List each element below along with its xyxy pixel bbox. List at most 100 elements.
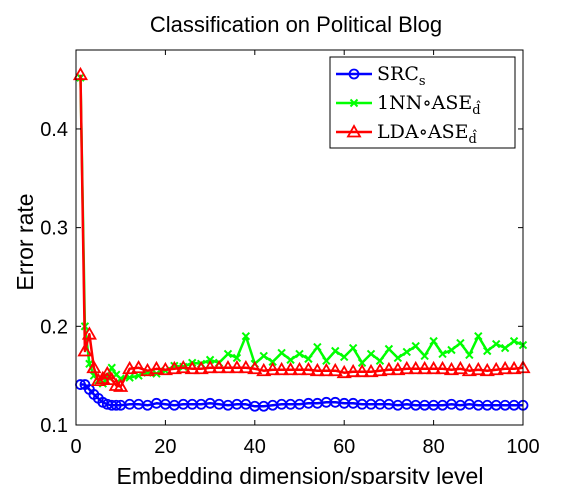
data-point	[470, 361, 486, 376]
ticks-layer: 0 20 40 60 80 100 0.1 0.2 0.3 0.4	[40, 50, 540, 458]
data-point	[86, 359, 102, 374]
legend-entry-subscript: d̂	[472, 100, 480, 118]
data-point	[443, 361, 460, 376]
legend-swatch-marker	[348, 68, 360, 80]
x-tick-label: 40	[244, 436, 266, 458]
data-point	[447, 345, 456, 355]
data-point	[148, 360, 165, 375]
data-point	[500, 343, 510, 353]
data-point	[238, 359, 254, 374]
data-point	[277, 348, 286, 358]
data-point	[354, 363, 370, 378]
data-point	[166, 360, 182, 375]
data-point	[110, 399, 122, 411]
legend-entry-name: 1NN∘ASE	[377, 92, 472, 114]
data-point	[381, 361, 397, 376]
data-point	[336, 364, 352, 379]
data-point	[202, 359, 218, 374]
data-point	[456, 338, 465, 348]
data-point	[322, 356, 331, 366]
data-point	[309, 362, 325, 377]
data-point	[295, 349, 304, 359]
data-point	[157, 361, 173, 376]
data-point	[229, 359, 245, 374]
data-point	[411, 341, 420, 351]
legend-entry: 1NN∘ASEd̂	[377, 92, 481, 118]
data-point	[104, 371, 120, 386]
data-point	[483, 346, 492, 356]
data-point	[488, 361, 504, 376]
data-point	[131, 359, 147, 374]
data-point	[420, 351, 429, 361]
x-tick-label: 0	[70, 436, 81, 458]
data-point	[72, 66, 89, 81]
plot-frame	[75, 49, 524, 426]
data-point	[122, 360, 138, 375]
chart-title: Classification on Political Blog	[150, 12, 442, 37]
data-point	[506, 360, 522, 375]
data-point	[259, 351, 268, 361]
data-point	[408, 360, 424, 375]
y-tick-label: 0.3	[40, 218, 68, 240]
data-point	[220, 359, 236, 374]
legend-entry: LDA∘ASEd̂	[377, 121, 477, 147]
data-point	[211, 359, 227, 374]
data-point	[205, 355, 215, 365]
series-triangle	[72, 66, 531, 392]
data-point	[429, 336, 438, 346]
data-point	[417, 360, 433, 375]
y-axis-label: Error rate	[12, 193, 38, 290]
x-axis-label: Embedding dimension/sparsity level	[117, 463, 484, 484]
data-point	[286, 355, 295, 365]
data-point	[331, 346, 340, 356]
data-point	[327, 362, 343, 377]
y-tick-label: 0.1	[40, 415, 68, 437]
data-point	[184, 360, 200, 375]
series-circle	[75, 379, 529, 412]
data-point	[509, 336, 519, 346]
data-point	[390, 361, 406, 376]
data-point	[304, 354, 313, 364]
legend-entry-subscript: s	[419, 74, 426, 89]
data-point	[268, 357, 277, 367]
data-point	[384, 344, 394, 354]
legend-entry-name: SRC	[377, 63, 419, 85]
data-point	[491, 339, 501, 349]
data-point	[434, 360, 451, 375]
data-point	[300, 361, 316, 376]
data-point	[175, 359, 191, 374]
data-point	[265, 361, 281, 376]
data-point	[99, 365, 115, 380]
data-point	[372, 362, 388, 377]
data-point	[256, 362, 272, 377]
x-tick-label: 100	[506, 436, 539, 458]
data-point	[452, 360, 468, 375]
data-point	[402, 347, 411, 357]
data-point	[363, 363, 379, 378]
data-point	[474, 331, 483, 341]
data-point	[366, 349, 376, 359]
data-point	[77, 343, 93, 357]
data-point	[81, 326, 97, 340]
data-point	[399, 360, 415, 375]
data-point	[479, 362, 495, 377]
data-point	[426, 360, 442, 375]
data-point	[193, 360, 209, 375]
data-point	[357, 358, 367, 368]
data-point	[291, 361, 308, 376]
data-point	[497, 360, 513, 375]
data-point	[241, 331, 251, 341]
data-point	[274, 361, 290, 376]
legend-swatch-marker	[346, 124, 362, 138]
legend-entry: SRCs	[377, 63, 426, 89]
y-tick-label: 0.2	[40, 316, 68, 338]
x-tick-label: 20	[154, 436, 176, 458]
data-point	[339, 352, 349, 362]
data-point	[283, 361, 299, 376]
data-point	[375, 356, 385, 366]
legend-entry-name: LDA∘ASE	[377, 121, 469, 143]
data-point	[465, 350, 474, 360]
data-point	[247, 360, 263, 375]
legend-swatch-marker	[349, 98, 359, 108]
